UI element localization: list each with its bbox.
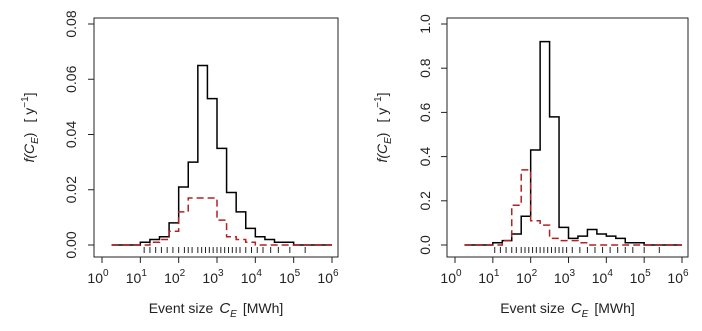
x-tick-label: 100 bbox=[87, 268, 109, 286]
y-axis-label-ylabel-unit-exp: −1 bbox=[373, 96, 384, 108]
x-tick-base: 10 bbox=[87, 270, 103, 286]
x-tick-exponent: 4 bbox=[256, 268, 262, 279]
y-axis-label-ylabel-unit-exp: −1 bbox=[20, 96, 31, 108]
x-tick-exponent: 6 bbox=[683, 268, 689, 279]
y-axis-label-ylabel-close: ) bbox=[21, 133, 37, 138]
x-tick-label: 102 bbox=[516, 268, 538, 286]
y-axis-label-ylabel-var: C bbox=[374, 143, 390, 154]
x-tick-exponent: 5 bbox=[295, 268, 301, 279]
x-tick-base: 10 bbox=[126, 270, 142, 286]
x-tick-label: 101 bbox=[126, 268, 148, 286]
plot-frame bbox=[93, 17, 339, 258]
x-axis-label-sub: E bbox=[230, 309, 237, 320]
y-tick-label: 0.2 bbox=[417, 191, 433, 211]
x-tick-base: 10 bbox=[667, 270, 683, 286]
x-tick-base: 10 bbox=[478, 270, 494, 286]
plot-frame bbox=[446, 17, 689, 258]
x-tick-base: 10 bbox=[440, 270, 456, 286]
x-tick-label: 103 bbox=[554, 268, 576, 286]
x-tick-label: 101 bbox=[478, 268, 500, 286]
y-tick-label: 0.02 bbox=[63, 176, 79, 203]
x-tick-label: 105 bbox=[630, 268, 652, 286]
y-tick-label: 1.0 bbox=[417, 14, 433, 34]
x-tick-label: 102 bbox=[164, 268, 186, 286]
x-tick-label: 104 bbox=[241, 268, 263, 286]
x-tick-exponent: 2 bbox=[180, 268, 186, 279]
y-tick-label: 0.4 bbox=[417, 147, 433, 167]
x-tick-exponent: 0 bbox=[456, 268, 462, 279]
y-axis-label-ylabel-unit-close: ] bbox=[21, 92, 37, 96]
x-tick-label: 106 bbox=[317, 268, 339, 286]
y-tick-label: 0.6 bbox=[417, 102, 433, 122]
x-tick-exponent: 2 bbox=[532, 268, 538, 279]
y-tick-label: 0.08 bbox=[63, 10, 79, 37]
y-tick-label: 0.0 bbox=[417, 235, 433, 255]
x-tick-base: 10 bbox=[630, 270, 646, 286]
x-tick-base: 10 bbox=[279, 270, 295, 286]
y-axis-label-ylabel-func: f( bbox=[374, 153, 390, 163]
x-tick-exponent: 5 bbox=[645, 268, 651, 279]
x-axis-label-unit: [MWh] bbox=[594, 300, 634, 316]
y-tick-label: 0.8 bbox=[417, 58, 433, 78]
y-tick-label: 0.06 bbox=[63, 65, 79, 92]
x-tick-exponent: 3 bbox=[218, 268, 224, 279]
histogram-series-solid bbox=[464, 40, 682, 246]
y-axis-label-ylabel-func: f( bbox=[21, 153, 37, 163]
x-tick-exponent: 6 bbox=[333, 268, 339, 279]
histogram-series-dashed bbox=[464, 169, 682, 246]
x-axis-label-text: Event size bbox=[500, 300, 565, 316]
x-tick-exponent: 3 bbox=[570, 268, 576, 279]
x-tick-exponent: 4 bbox=[607, 268, 613, 279]
x-tick-base: 10 bbox=[317, 270, 333, 286]
x-axis-label-var: C bbox=[571, 300, 582, 317]
x-axis-label-sub: E bbox=[582, 309, 589, 320]
histogram-series-solid bbox=[111, 64, 332, 246]
y-axis-label-ylabel-sub: E bbox=[30, 137, 41, 144]
x-tick-label: 103 bbox=[202, 268, 224, 286]
x-axis-label: Event size CE [MWh] bbox=[500, 300, 635, 320]
y-axis-label-ylabel-close: ) bbox=[374, 133, 390, 138]
y-tick-label: 0.00 bbox=[63, 231, 79, 258]
x-tick-base: 10 bbox=[202, 270, 218, 286]
x-tick-label: 100 bbox=[440, 268, 462, 286]
x-tick-base: 10 bbox=[554, 270, 570, 286]
y-axis-label-ylabel-sub: E bbox=[383, 137, 394, 144]
x-axis-label-var: C bbox=[219, 300, 230, 317]
x-tick-base: 10 bbox=[592, 270, 608, 286]
x-tick-base: 10 bbox=[516, 270, 532, 286]
x-tick-label: 105 bbox=[279, 268, 301, 286]
x-tick-exponent: 0 bbox=[103, 268, 109, 279]
x-tick-label: 104 bbox=[592, 268, 614, 286]
x-axis-label-text: Event size bbox=[149, 300, 214, 316]
y-axis-label: f(CE) [ y−1] bbox=[20, 92, 41, 162]
x-tick-exponent: 1 bbox=[494, 268, 500, 279]
x-axis-label: Event size CE [MWh] bbox=[149, 300, 284, 320]
y-axis-label-ylabel-unit-open: [ y bbox=[21, 108, 37, 123]
x-tick-exponent: 1 bbox=[141, 268, 147, 279]
y-axis-label-ylabel-unit-close: ] bbox=[374, 92, 390, 96]
y-tick-label: 0.04 bbox=[63, 121, 79, 148]
x-tick-base: 10 bbox=[164, 270, 180, 286]
x-tick-label: 106 bbox=[667, 268, 689, 286]
y-axis-label-ylabel-var: C bbox=[21, 143, 37, 154]
y-axis-label-ylabel-unit-open: [ y bbox=[374, 108, 390, 123]
x-tick-base: 10 bbox=[241, 270, 257, 286]
x-axis-label-unit: [MWh] bbox=[243, 300, 283, 316]
y-axis-label: f(CE) [ y−1] bbox=[373, 92, 394, 162]
histogram-series-dashed bbox=[111, 197, 332, 246]
